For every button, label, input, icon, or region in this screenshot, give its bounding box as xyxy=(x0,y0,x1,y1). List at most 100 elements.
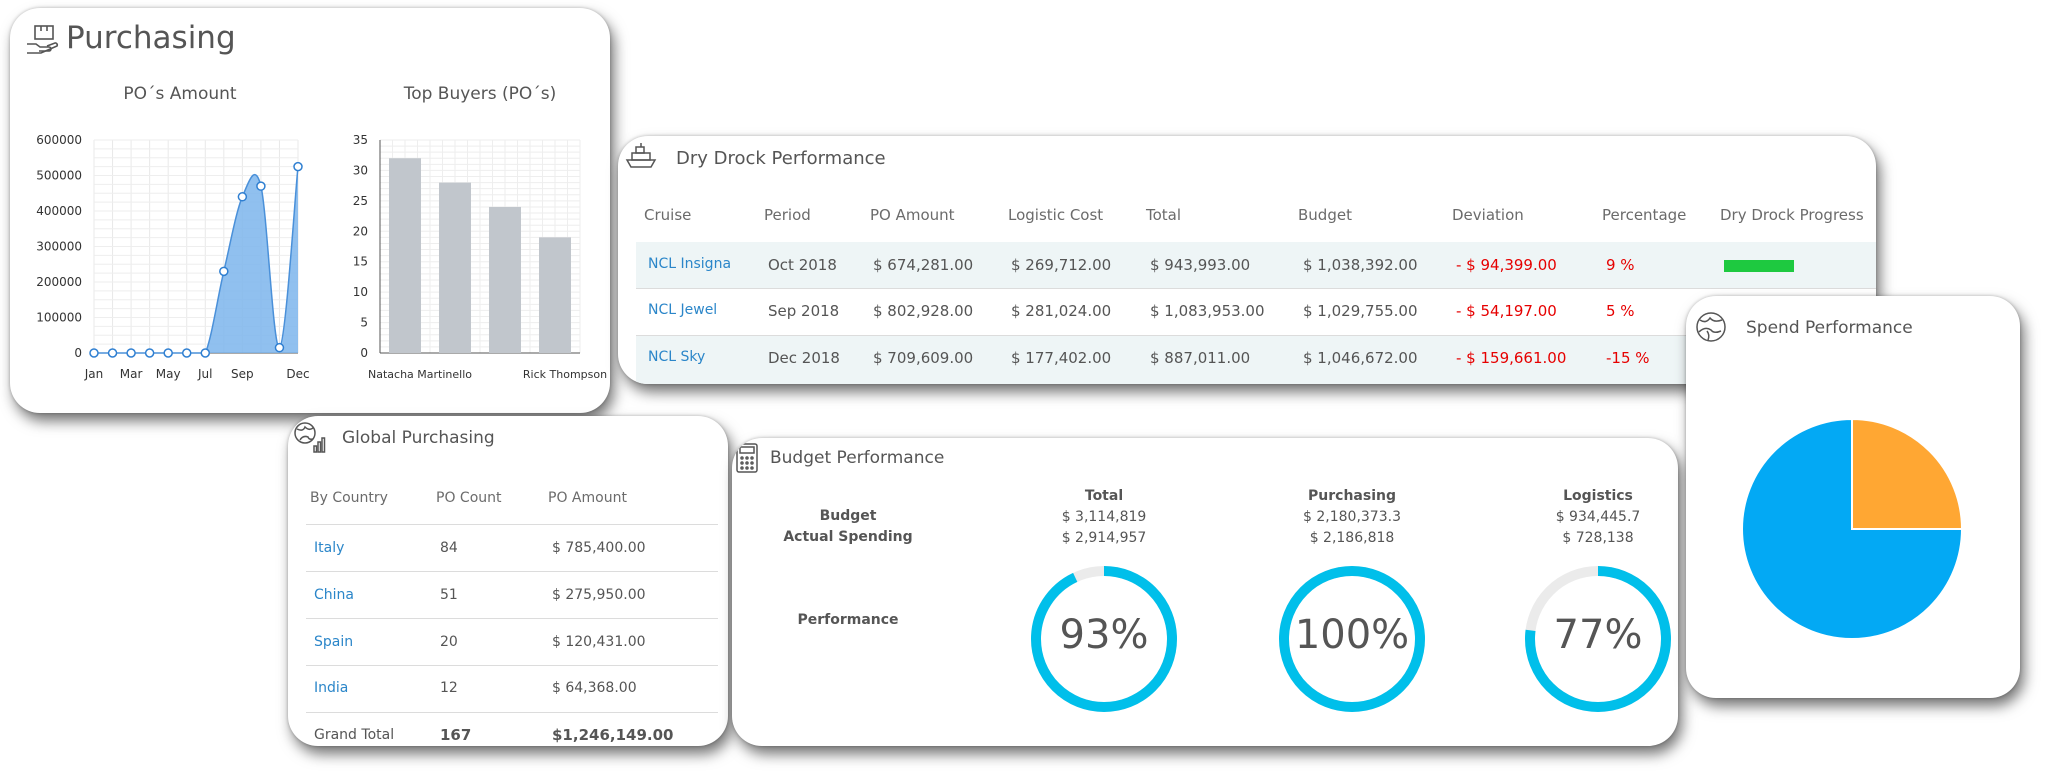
buyer-bar xyxy=(489,206,521,353)
po-data-point xyxy=(293,161,303,172)
performance-ring-total xyxy=(1031,566,1177,712)
col-period: Period xyxy=(764,206,811,224)
col-po-amount: PO Amount xyxy=(870,206,955,224)
budget-total-budget: $ 3,114,819 xyxy=(1061,509,1147,525)
budget-performance-title: Budget Performance xyxy=(770,448,945,468)
cruise-link-ncl-sky[interactable]: NCL Sky xyxy=(648,349,706,365)
y-tick-label: 200000 xyxy=(36,275,82,289)
performance-value-purchasing: 100% xyxy=(1294,612,1410,658)
globe-icon xyxy=(1694,310,1728,344)
budget-col-logistics-title: Logistics xyxy=(1563,488,1633,504)
po-data-point xyxy=(163,348,173,358)
buyer-bar xyxy=(439,182,471,353)
x-tick-label: Rick Thompson xyxy=(523,368,607,381)
budget-total-actual: $ 2,914,957 xyxy=(1061,530,1147,546)
col-progress: Dry Drock Progress xyxy=(1720,206,1864,224)
performance-value-logistics: 77% xyxy=(1553,612,1643,658)
y-tick-label: 400000 xyxy=(36,204,82,218)
grand-total-count: 167 xyxy=(440,726,472,744)
progress-track xyxy=(1724,260,1824,272)
row-divider xyxy=(306,712,718,713)
dry-dock-title: Dry Drock Performance xyxy=(676,148,886,169)
row-divider xyxy=(636,335,1876,336)
top-buyers-chart: 0 5 10 15 20 25 30 35 Natacha Martinello Rick Tho… xyxy=(353,133,607,381)
y-tick-label: 100000 xyxy=(36,311,82,325)
po-data-point xyxy=(144,348,155,358)
po-count-cell: 51 xyxy=(440,587,458,603)
y-tick-label: 0 xyxy=(74,346,82,360)
top-buyers-chart-title: Top Buyers (PO´s) xyxy=(403,84,557,104)
po-data-point xyxy=(237,192,248,202)
col-budget: Budget xyxy=(1298,206,1352,224)
po-area-fill xyxy=(94,166,298,353)
spend-performance-card: Spend Performance xyxy=(1686,296,2020,698)
deviation-cell: - $ 159,661.00 xyxy=(1456,349,1567,367)
country-link-italy[interactable]: Italy xyxy=(314,540,345,556)
performance-ring-logistics xyxy=(1525,566,1671,712)
percentage-cell: 9 % xyxy=(1606,256,1635,274)
po-amount-cell: $ 120,431.00 xyxy=(552,634,646,650)
percentage-cell: 5 % xyxy=(1606,302,1635,320)
period-cell: Oct 2018 xyxy=(768,256,837,274)
row-divider xyxy=(306,618,718,619)
budget-cell: $ 1,038,392.00 xyxy=(1303,256,1418,274)
header-divider xyxy=(306,524,718,525)
purchasing-title: Purchasing xyxy=(66,20,236,56)
globe-chart-icon xyxy=(292,420,326,454)
y-tick-label: 20 xyxy=(353,224,368,238)
y-tick-label: 35 xyxy=(353,133,368,147)
total-cell: $ 887,011.00 xyxy=(1150,349,1251,367)
cruise-link-ncl-insigna[interactable]: NCL Insigna xyxy=(648,256,732,272)
country-link-spain[interactable]: Spain xyxy=(314,634,354,650)
period-cell: Dec 2018 xyxy=(768,349,840,367)
col-by-country: By Country xyxy=(310,490,388,506)
row-divider xyxy=(636,288,1876,289)
deviation-cell: - $ 54,197.00 xyxy=(1456,302,1557,320)
buyer-bar xyxy=(389,158,421,353)
col-logistic-cost: Logistic Cost xyxy=(1008,206,1104,224)
total-cell: $ 943,993.00 xyxy=(1150,256,1251,274)
col-total: Total xyxy=(1146,206,1182,224)
po-amount-cell: $ 275,950.00 xyxy=(552,587,646,603)
calculator-icon xyxy=(734,442,760,474)
po-amount-cell: $ 64,368.00 xyxy=(552,680,637,696)
progress-bar xyxy=(1724,260,1794,272)
col-deviation: Deviation xyxy=(1452,206,1524,224)
logistic-cost-cell: $ 281,024.00 xyxy=(1011,302,1112,320)
po-data-point xyxy=(107,348,118,358)
x-tick-label: Jan xyxy=(84,367,104,381)
po-count-cell: 20 xyxy=(440,634,458,650)
cruise-link-ncl-jewel[interactable]: NCL Jewel xyxy=(648,302,718,318)
table-row xyxy=(636,242,1876,288)
x-tick-label: Jul xyxy=(197,367,212,381)
col-po-count: PO Count xyxy=(436,490,502,506)
total-cell: $ 1,083,953.00 xyxy=(1150,302,1265,320)
po-data-point xyxy=(274,342,285,353)
x-tick-label: Sep xyxy=(231,367,254,381)
budget-col-total-title: Total xyxy=(1084,488,1124,504)
percentage-cell: -15 % xyxy=(1606,349,1650,367)
po-data-point xyxy=(256,181,266,191)
ring-progress xyxy=(1031,566,1177,712)
po-amount-cell: $ 785,400.00 xyxy=(552,540,646,556)
y-tick-label: 15 xyxy=(353,255,368,269)
row-divider xyxy=(306,571,718,572)
spend-pie-chart xyxy=(1741,417,1964,640)
country-link-china[interactable]: China xyxy=(314,587,354,603)
y-tick-label: 10 xyxy=(353,285,368,299)
col-cruise: Cruise xyxy=(644,206,692,224)
x-tick-label: May xyxy=(156,367,181,381)
ring-progress xyxy=(1525,566,1671,712)
po-data-point xyxy=(181,348,192,358)
po-count-cell: 12 xyxy=(440,680,458,696)
y-tick-label: 30 xyxy=(353,163,368,177)
budget-logistics-budget: $ 934,445.7 xyxy=(1555,509,1641,525)
performance-ring-purchasing xyxy=(1279,566,1425,712)
budget-purchasing-budget: $ 2,180,373.3 xyxy=(1303,509,1401,525)
budget-performance-card: Budget Performance Budget Actual Spendin… xyxy=(732,438,1678,746)
country-link-india[interactable]: India xyxy=(314,680,349,696)
y-tick-label: 600000 xyxy=(36,133,82,147)
budget-cell: $ 1,029,755.00 xyxy=(1303,302,1418,320)
purchasing-card: Purchasing PO´s Amount Top Buyers (PO´s)… xyxy=(10,8,610,413)
ring-progress xyxy=(1279,566,1425,712)
